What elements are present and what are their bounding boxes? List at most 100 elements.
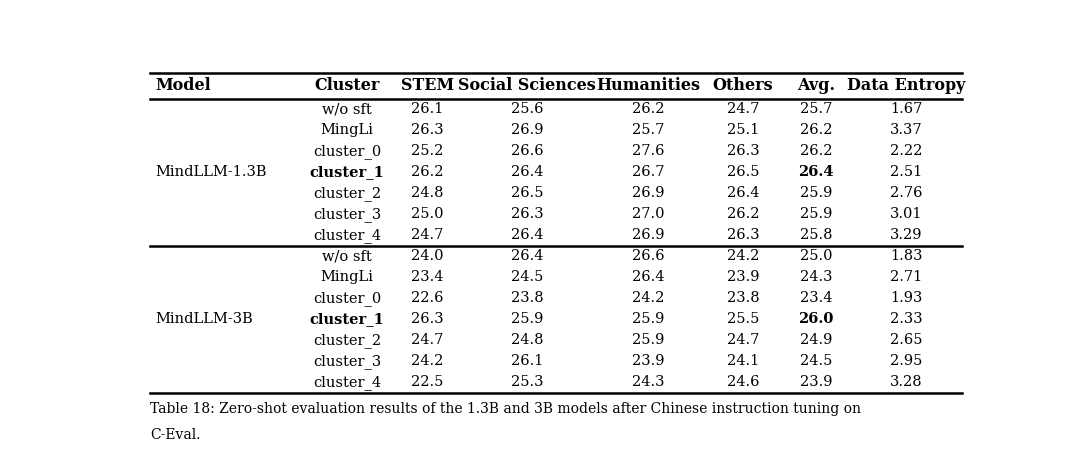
Text: 24.7: 24.7 (411, 228, 444, 242)
Text: 3.29: 3.29 (890, 228, 922, 242)
Text: cluster_2: cluster_2 (313, 186, 381, 201)
Text: 24.3: 24.3 (632, 375, 664, 389)
Text: 23.4: 23.4 (410, 270, 444, 284)
Text: 26.2: 26.2 (727, 207, 759, 221)
Text: Social Sciences: Social Sciences (458, 77, 596, 94)
Text: 26.4: 26.4 (798, 165, 834, 179)
Text: 24.8: 24.8 (511, 333, 543, 347)
Text: 24.0: 24.0 (410, 249, 444, 263)
Text: 26.3: 26.3 (727, 144, 759, 158)
Text: 25.0: 25.0 (410, 207, 444, 221)
Text: cluster_4: cluster_4 (313, 375, 381, 390)
Text: 23.9: 23.9 (632, 354, 664, 368)
Text: 2.65: 2.65 (890, 333, 922, 347)
Text: 24.2: 24.2 (727, 249, 759, 263)
Text: cluster_3: cluster_3 (313, 354, 381, 368)
Text: MindLLM-1.3B: MindLLM-1.3B (156, 165, 267, 179)
Text: 22.6: 22.6 (410, 291, 444, 305)
Text: 25.8: 25.8 (800, 228, 833, 242)
Text: 23.9: 23.9 (800, 375, 833, 389)
Text: 23.9: 23.9 (727, 270, 759, 284)
Text: 26.1: 26.1 (511, 354, 543, 368)
Text: 23.4: 23.4 (800, 291, 833, 305)
Text: 3.28: 3.28 (890, 375, 922, 389)
Text: cluster_4: cluster_4 (313, 228, 381, 243)
Text: 25.9: 25.9 (632, 333, 664, 347)
Text: 25.9: 25.9 (800, 186, 833, 200)
Text: 25.9: 25.9 (632, 312, 664, 326)
Text: 26.4: 26.4 (511, 228, 543, 242)
Text: 27.6: 27.6 (632, 144, 664, 158)
Text: 24.5: 24.5 (511, 270, 543, 284)
Text: 25.0: 25.0 (800, 249, 833, 263)
Text: 26.9: 26.9 (632, 228, 664, 242)
Text: 26.4: 26.4 (511, 165, 543, 179)
Text: MingLi: MingLi (321, 270, 374, 284)
Text: cluster_1: cluster_1 (310, 165, 384, 179)
Text: 26.6: 26.6 (511, 144, 543, 158)
Text: 3.01: 3.01 (890, 207, 922, 221)
Text: 2.71: 2.71 (890, 270, 922, 284)
Text: 23.8: 23.8 (511, 291, 543, 305)
Text: 25.3: 25.3 (511, 375, 543, 389)
Text: 25.1: 25.1 (727, 123, 759, 137)
Text: 26.2: 26.2 (632, 102, 664, 116)
Text: 25.9: 25.9 (800, 207, 833, 221)
Text: 26.9: 26.9 (511, 123, 543, 137)
Text: 26.3: 26.3 (727, 228, 759, 242)
Text: 26.2: 26.2 (800, 144, 833, 158)
Text: 26.6: 26.6 (632, 249, 664, 263)
Text: 24.7: 24.7 (727, 102, 759, 116)
Text: Model: Model (156, 77, 211, 94)
Text: Table 18: Zero-shot evaluation results of the 1.3B and 3B models after Chinese i: Table 18: Zero-shot evaluation results o… (150, 402, 861, 415)
Text: 25.6: 25.6 (511, 102, 543, 116)
Text: 24.9: 24.9 (800, 333, 833, 347)
Text: 3.37: 3.37 (890, 123, 922, 137)
Text: 2.22: 2.22 (890, 144, 922, 158)
Text: cluster_3: cluster_3 (313, 207, 381, 222)
Text: 26.0: 26.0 (798, 312, 834, 326)
Text: cluster_1: cluster_1 (310, 312, 384, 326)
Text: 22.5: 22.5 (411, 375, 444, 389)
Text: 26.3: 26.3 (410, 312, 444, 326)
Text: STEM: STEM (401, 77, 454, 94)
Text: Data Entropy: Data Entropy (847, 77, 966, 94)
Text: 1.83: 1.83 (890, 249, 922, 263)
Text: 27.0: 27.0 (632, 207, 664, 221)
Text: 26.7: 26.7 (632, 165, 664, 179)
Text: 24.6: 24.6 (727, 375, 759, 389)
Text: 26.3: 26.3 (511, 207, 543, 221)
Text: 25.5: 25.5 (727, 312, 759, 326)
Text: 26.3: 26.3 (410, 123, 444, 137)
Text: 2.51: 2.51 (890, 165, 922, 179)
Text: 1.93: 1.93 (890, 291, 922, 305)
Text: 1.67: 1.67 (890, 102, 922, 116)
Text: w/o sft: w/o sft (322, 102, 372, 116)
Text: Humanities: Humanities (596, 77, 701, 94)
Text: 24.7: 24.7 (727, 333, 759, 347)
Text: 26.1: 26.1 (411, 102, 444, 116)
Text: 25.9: 25.9 (511, 312, 543, 326)
Text: cluster_0: cluster_0 (313, 144, 381, 159)
Text: 26.5: 26.5 (511, 186, 543, 200)
Text: 25.7: 25.7 (632, 123, 664, 137)
Text: 26.9: 26.9 (632, 186, 664, 200)
Text: 24.2: 24.2 (411, 354, 444, 368)
Text: 26.2: 26.2 (800, 123, 833, 137)
Text: 25.7: 25.7 (800, 102, 833, 116)
Text: 26.4: 26.4 (727, 186, 759, 200)
Text: 24.8: 24.8 (410, 186, 444, 200)
Text: MindLLM-3B: MindLLM-3B (156, 312, 253, 326)
Text: 24.7: 24.7 (411, 333, 444, 347)
Text: 26.5: 26.5 (727, 165, 759, 179)
Text: MingLi: MingLi (321, 123, 374, 137)
Text: 2.33: 2.33 (890, 312, 922, 326)
Text: cluster_0: cluster_0 (313, 291, 381, 306)
Text: Avg.: Avg. (797, 77, 835, 94)
Text: 24.3: 24.3 (800, 270, 833, 284)
Text: 26.4: 26.4 (511, 249, 543, 263)
Text: 2.76: 2.76 (890, 186, 922, 200)
Text: w/o sft: w/o sft (322, 249, 372, 263)
Text: Cluster: Cluster (314, 77, 380, 94)
Text: 25.2: 25.2 (411, 144, 444, 158)
